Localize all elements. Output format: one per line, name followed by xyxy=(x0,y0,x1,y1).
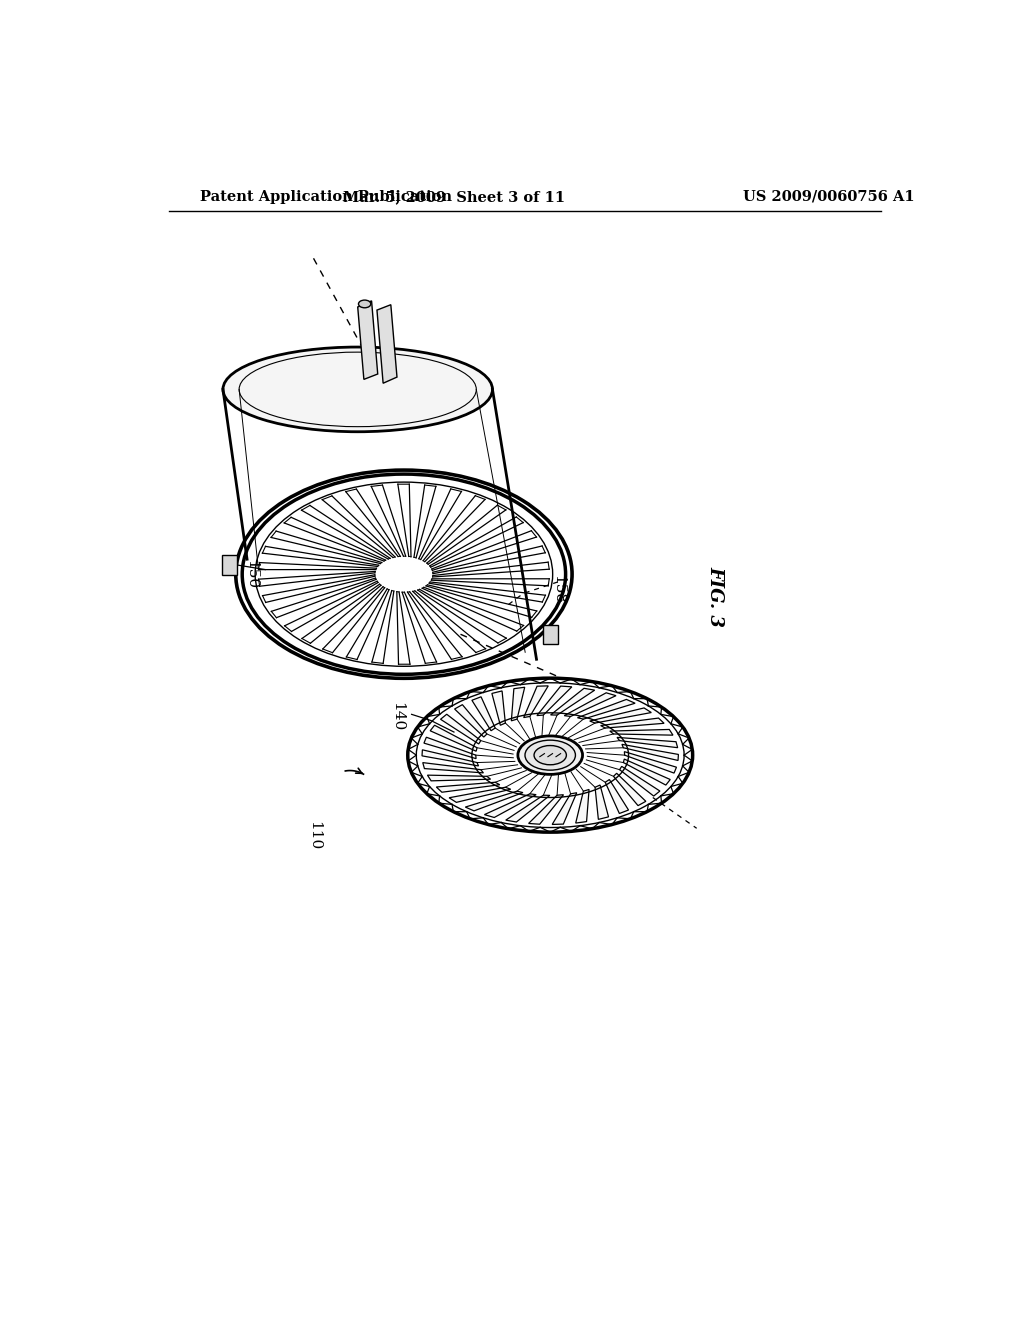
Polygon shape xyxy=(440,714,481,744)
Polygon shape xyxy=(430,725,477,751)
Ellipse shape xyxy=(518,737,583,775)
Polygon shape xyxy=(511,688,524,721)
Text: 150: 150 xyxy=(245,560,258,589)
Polygon shape xyxy=(492,690,506,725)
Polygon shape xyxy=(424,737,476,759)
FancyBboxPatch shape xyxy=(222,556,238,576)
Polygon shape xyxy=(625,751,677,774)
Polygon shape xyxy=(622,744,679,760)
Polygon shape xyxy=(357,301,378,379)
Polygon shape xyxy=(613,774,646,805)
Text: Mar. 5, 2009  Sheet 3 of 11: Mar. 5, 2009 Sheet 3 of 11 xyxy=(343,190,565,203)
Polygon shape xyxy=(523,686,548,718)
Text: 110: 110 xyxy=(307,821,322,850)
Polygon shape xyxy=(506,795,550,822)
Ellipse shape xyxy=(535,746,566,764)
Ellipse shape xyxy=(223,347,493,432)
Text: US 2009/0060756 A1: US 2009/0060756 A1 xyxy=(742,190,914,203)
Polygon shape xyxy=(605,780,629,813)
Polygon shape xyxy=(590,708,651,723)
Polygon shape xyxy=(610,730,673,735)
Polygon shape xyxy=(578,700,635,719)
Polygon shape xyxy=(450,787,511,803)
Polygon shape xyxy=(465,791,523,810)
Polygon shape xyxy=(551,688,595,715)
Polygon shape xyxy=(472,697,496,731)
Polygon shape xyxy=(455,705,487,737)
Ellipse shape xyxy=(525,741,575,770)
Polygon shape xyxy=(575,789,589,824)
Polygon shape xyxy=(377,305,397,383)
Polygon shape xyxy=(422,750,478,766)
Polygon shape xyxy=(423,763,483,774)
Text: 140: 140 xyxy=(390,702,403,731)
Polygon shape xyxy=(484,793,537,817)
Polygon shape xyxy=(436,783,500,792)
Polygon shape xyxy=(624,759,671,785)
Polygon shape xyxy=(427,775,490,781)
Polygon shape xyxy=(537,686,571,715)
Polygon shape xyxy=(552,793,577,825)
Polygon shape xyxy=(595,785,608,820)
Polygon shape xyxy=(564,693,616,717)
Text: FIG. 3: FIG. 3 xyxy=(707,566,725,627)
Text: 158: 158 xyxy=(551,576,565,605)
Polygon shape xyxy=(620,767,659,796)
Text: Patent Application Publication: Patent Application Publication xyxy=(200,190,452,203)
Polygon shape xyxy=(601,718,665,729)
Polygon shape xyxy=(617,738,678,747)
Ellipse shape xyxy=(358,300,371,308)
FancyBboxPatch shape xyxy=(543,626,558,644)
Polygon shape xyxy=(528,795,563,824)
